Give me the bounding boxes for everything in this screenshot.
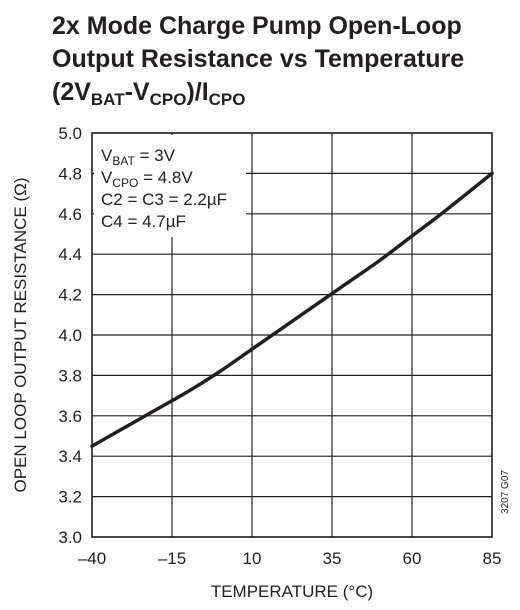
figure-id: 3207 G07: [500, 470, 511, 514]
y-tick-label: 3.6: [58, 407, 82, 426]
annotation-line: C2 = C3 = 2.2µF: [101, 190, 227, 209]
annotation-line: VBAT = 3V: [101, 146, 176, 168]
y-tick-label: 3.4: [58, 447, 82, 466]
annotation-main: V: [101, 146, 113, 165]
x-tick-label: 60: [403, 549, 422, 568]
y-tick-label: 4.8: [58, 164, 82, 183]
y-tick-label: 3.0: [58, 528, 82, 547]
title-part-mid: -V: [124, 78, 150, 106]
annotation-main: C2 = C3 = 2.2µF: [101, 190, 227, 209]
annotation-value: = 4.8V: [138, 168, 193, 187]
y-tick-label: 4.4: [58, 245, 82, 264]
annotation-line: VCPO = 4.8V: [101, 168, 193, 190]
title-line-3: (2VBAT-VCPO)/ICPO: [52, 76, 512, 109]
y-tick-label: 5.0: [58, 124, 82, 143]
annotation-line: C4 = 4.7µF: [101, 212, 186, 231]
annotation-subscript: BAT: [112, 154, 135, 168]
title-sub-icpo: CPO: [208, 90, 246, 109]
x-axis-label: TEMPERATURE (°C): [211, 582, 373, 601]
y-tick-label: 3.2: [58, 488, 82, 507]
x-tick-label: 35: [323, 549, 342, 568]
x-tick-label: 85: [483, 549, 502, 568]
annotation-background: [94, 135, 246, 237]
y-tick-label: 4.0: [58, 326, 82, 345]
title-part-close: )/I: [186, 78, 209, 106]
x-tick-label: 10: [243, 549, 262, 568]
chart-title: 2x Mode Charge Pump Open-Loop Output Res…: [52, 10, 512, 109]
title-line-2: Output Resistance vs Temperature: [52, 45, 465, 73]
title-part-open: (2V: [52, 78, 91, 106]
y-tick-labels: 3.0 3.2 3.4 3.6 3.8 4.0 4.2 4.4 4.6 4.8 5.0: [58, 124, 82, 547]
title-sub-cpo: CPO: [149, 90, 187, 109]
annotation-main: C4 = 4.7µF: [101, 212, 186, 231]
annotation-value: = 3V: [135, 146, 176, 165]
x-tick-label: –15: [158, 549, 186, 568]
y-axis-label: OPEN LOOP OUTPUT RESISTANCE (Ω): [11, 178, 30, 493]
x-tick-label: –40: [78, 549, 106, 568]
title-line-1: 2x Mode Charge Pump Open-Loop: [52, 12, 462, 40]
series-line: [90, 171, 494, 448]
annotation-main: V: [101, 168, 113, 187]
y-tick-label: 4.2: [58, 286, 82, 305]
plot-frame: [91, 132, 493, 538]
title-sub-bat: BAT: [90, 90, 125, 109]
y-tick-label: 3.8: [58, 366, 82, 385]
x-tick-labels: –40 –15 10 35 60 85: [78, 549, 502, 568]
annotation-subscript: CPO: [112, 176, 138, 190]
y-tick-label: 4.6: [58, 205, 82, 224]
